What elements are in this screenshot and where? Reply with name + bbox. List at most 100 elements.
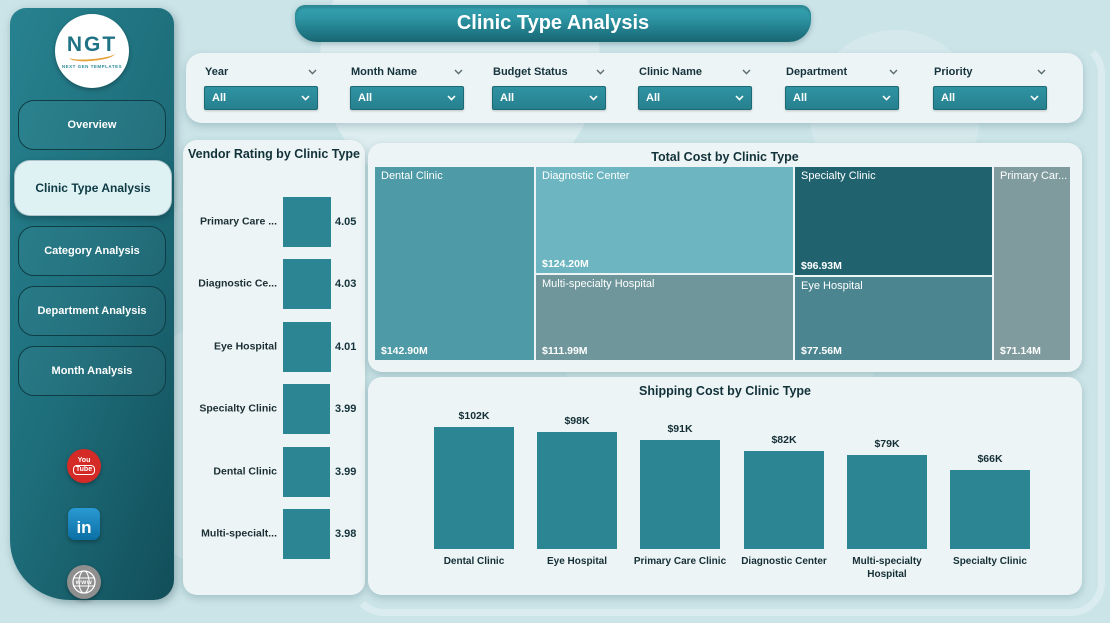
treemap-cell-value: $111.99M bbox=[542, 345, 588, 357]
filter-department-dropdown[interactable]: All bbox=[785, 86, 899, 110]
social-links: You Tube in www bbox=[10, 449, 158, 599]
vendor-bar[interactable] bbox=[283, 322, 331, 372]
chevron-down-icon bbox=[308, 69, 317, 75]
treemap-cell-multi-specialty-hospital[interactable]: Multi-specialty Hospital $111.99M bbox=[536, 275, 793, 360]
youtube-text-top: You bbox=[77, 456, 91, 464]
chevron-down-icon bbox=[882, 95, 891, 101]
chevron-down-icon bbox=[454, 69, 463, 75]
vendor-row-eye-hospital: Eye Hospital 4.01 bbox=[183, 322, 365, 372]
filter-selected-value: All bbox=[212, 92, 227, 104]
vendor-rating-card: Vendor Rating by Clinic Type Primary Car… bbox=[183, 140, 365, 595]
filter-header: Priority bbox=[933, 65, 1047, 79]
filter-year-dropdown[interactable]: All bbox=[204, 86, 318, 110]
filter-selected-value: All bbox=[793, 92, 808, 104]
category-label: Specialty Clinic bbox=[953, 556, 1027, 567]
treemap-cell-value: $124.20M bbox=[542, 258, 589, 270]
chevron-down-icon bbox=[589, 95, 598, 101]
youtube-icon[interactable]: You Tube bbox=[67, 449, 101, 483]
filter-budget-status: Budget Status All bbox=[492, 65, 606, 110]
filter-clinic-name-dropdown[interactable]: All bbox=[638, 86, 752, 110]
sidebar-item-month-analysis[interactable]: Month Analysis bbox=[18, 346, 166, 396]
filter-month-name-dropdown[interactable]: All bbox=[350, 86, 464, 110]
value-label: $91K bbox=[667, 423, 693, 435]
vendor-bar[interactable] bbox=[283, 384, 330, 434]
sidebar-item-category-analysis[interactable]: Category Analysis bbox=[18, 226, 166, 276]
vendor-row-multi-specialt: Multi-specialt... 3.98 bbox=[183, 509, 365, 559]
globe-graphic bbox=[72, 570, 96, 594]
ngt-logo: NGT NEXT GEN TEMPLATES bbox=[55, 14, 129, 88]
sidebar: NGT NEXT GEN TEMPLATES Overview Clinic Ty… bbox=[10, 8, 174, 600]
treemap-cell-diagnostic-center[interactable]: Diagnostic Center $124.20M bbox=[536, 167, 793, 273]
value-label: 4.03 bbox=[335, 278, 357, 290]
shipping-bar-diagnostic-center[interactable] bbox=[744, 451, 824, 549]
chevron-down-icon bbox=[889, 69, 898, 75]
filter-label: Priority bbox=[934, 66, 973, 78]
category-label: Diagnostic Ce... bbox=[198, 277, 277, 290]
category-label: Diagnostic Center bbox=[741, 556, 827, 567]
treemap-cell-value: $77.56M bbox=[801, 345, 842, 357]
value-label: 3.99 bbox=[335, 403, 357, 415]
chevron-down-icon bbox=[596, 69, 605, 75]
vendor-bar[interactable] bbox=[283, 259, 331, 309]
filter-header: Year bbox=[204, 65, 318, 79]
category-label: Primary Care ... bbox=[199, 215, 277, 228]
filter-header: Department bbox=[785, 65, 899, 79]
total-cost-treemap: Dental Clinic $142.90M Diagnostic Center $1… bbox=[375, 167, 1075, 360]
vendor-row-dental-clinic: Dental Clinic 3.99 bbox=[183, 447, 365, 497]
filter-label: Department bbox=[786, 66, 848, 78]
value-label: 4.01 bbox=[335, 341, 357, 353]
page-title-bar: Clinic Type Analysis bbox=[295, 5, 811, 42]
shipping-bar-specialty-clinic[interactable] bbox=[950, 470, 1030, 549]
filter-clinic-name: Clinic Name All bbox=[638, 65, 752, 110]
category-label: Eye Hospital bbox=[546, 556, 608, 567]
value-label: $102K bbox=[458, 410, 490, 422]
sidebar-nav: Overview Clinic Type Analysis Category Ana… bbox=[14, 100, 172, 396]
treemap-cell-specialty-clinic[interactable]: Specialty Clinic $96.93M bbox=[795, 167, 992, 275]
shipping-bar-dental-clinic[interactable] bbox=[434, 427, 514, 549]
shipping-bar-multi-specialty-hospital[interactable] bbox=[847, 455, 927, 549]
linkedin-icon[interactable]: in bbox=[68, 508, 100, 540]
treemap-cell-label: Dental Clinic bbox=[381, 170, 443, 182]
filter-bar: Year All Month Name All Budget Status All Clin… bbox=[186, 53, 1083, 123]
treemap-cell-value: $71.14M bbox=[1000, 345, 1041, 357]
chevron-down-icon bbox=[447, 95, 456, 101]
website-icon[interactable]: www bbox=[67, 565, 101, 599]
treemap-cell-label: Multi-specialty Hospital bbox=[542, 278, 655, 290]
filter-label: Month Name bbox=[351, 66, 417, 78]
value-label: $82K bbox=[771, 434, 797, 446]
shipping-cost-chart: $102K Dental Clinic $98K Eye Hospital $91K Pr… bbox=[368, 377, 1082, 595]
vendor-bar[interactable] bbox=[283, 447, 330, 497]
sidebar-item-overview[interactable]: Overview bbox=[18, 100, 166, 150]
value-label: $66K bbox=[977, 453, 1003, 465]
vendor-bar[interactable] bbox=[283, 509, 330, 559]
treemap-cell-label: Specialty Clinic bbox=[801, 170, 876, 182]
value-label: $98K bbox=[564, 415, 590, 427]
shipping-cost-card: Shipping Cost by Clinic Type $102K Dental… bbox=[368, 377, 1082, 595]
category-label: Dental Clinic bbox=[213, 465, 277, 478]
treemap-cell-primary-car[interactable]: Primary Car... $71.14M bbox=[994, 167, 1070, 360]
filter-selected-value: All bbox=[646, 92, 661, 104]
category-label: Eye Hospital bbox=[213, 340, 277, 353]
treemap-cell-dental-clinic[interactable]: Dental Clinic $142.90M bbox=[375, 167, 534, 360]
treemap-cell-label: Primary Car... bbox=[1000, 170, 1068, 182]
sidebar-item-clinic-type-analysis[interactable]: Clinic Type Analysis bbox=[14, 160, 172, 216]
category-label: Multi-specialt... bbox=[201, 527, 277, 540]
sidebar-item-department-analysis[interactable]: Department Analysis bbox=[18, 286, 166, 336]
treemap-cell-eye-hospital[interactable]: Eye Hospital $77.56M bbox=[795, 277, 992, 360]
filter-priority-dropdown[interactable]: All bbox=[933, 86, 1047, 110]
vendor-row-diagnostic-ce: Diagnostic Ce... 4.03 bbox=[183, 259, 365, 309]
shipping-bar-eye-hospital[interactable] bbox=[537, 432, 617, 549]
filter-header: Month Name bbox=[350, 65, 464, 79]
page-title: Clinic Type Analysis bbox=[456, 12, 650, 34]
filter-header: Budget Status bbox=[492, 65, 606, 79]
filter-budget-status-dropdown[interactable]: All bbox=[492, 86, 606, 110]
category-label: Dental Clinic bbox=[443, 556, 505, 567]
filter-selected-value: All bbox=[500, 92, 515, 104]
shipping-bar-primary-care-clinic[interactable] bbox=[640, 440, 720, 549]
chevron-down-icon bbox=[735, 95, 744, 101]
vendor-bar[interactable] bbox=[283, 197, 331, 247]
treemap-cell-value: $96.93M bbox=[801, 260, 842, 272]
chevron-down-icon bbox=[301, 95, 310, 101]
value-label: $79K bbox=[874, 438, 900, 450]
